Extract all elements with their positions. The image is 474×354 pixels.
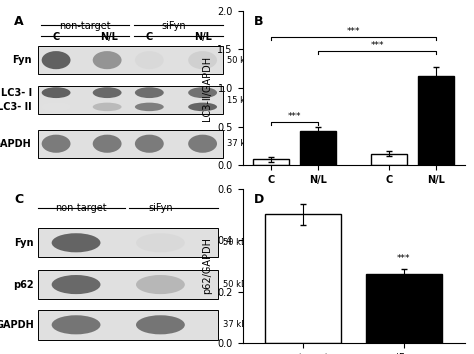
Text: LC3- I: LC3- I xyxy=(0,88,32,98)
Text: ***: *** xyxy=(347,27,360,36)
Text: 50 kDa: 50 kDa xyxy=(223,238,252,247)
Text: 37 kDa: 37 kDa xyxy=(223,320,253,329)
Y-axis label: p62/GAPDH: p62/GAPDH xyxy=(202,238,212,295)
Ellipse shape xyxy=(188,103,217,111)
Ellipse shape xyxy=(52,233,100,252)
Text: N/L: N/L xyxy=(100,32,118,42)
Text: ***: *** xyxy=(397,254,411,263)
Text: p62: p62 xyxy=(13,280,34,290)
Text: N/L: N/L xyxy=(194,32,211,42)
Ellipse shape xyxy=(136,315,185,335)
Ellipse shape xyxy=(188,51,217,69)
Ellipse shape xyxy=(188,87,217,98)
Text: Fyn: Fyn xyxy=(14,238,34,248)
Bar xyxy=(371,154,407,165)
Ellipse shape xyxy=(52,275,100,294)
Ellipse shape xyxy=(93,51,121,69)
Ellipse shape xyxy=(136,275,185,294)
Ellipse shape xyxy=(42,51,71,69)
Text: D: D xyxy=(254,193,264,206)
Text: GAPDH: GAPDH xyxy=(0,320,34,330)
Ellipse shape xyxy=(52,315,100,335)
Text: C: C xyxy=(14,193,23,206)
Bar xyxy=(419,76,454,165)
Bar xyxy=(253,159,289,165)
Ellipse shape xyxy=(42,103,71,111)
Y-axis label: LC3-Ⅱ/GAPDH: LC3-Ⅱ/GAPDH xyxy=(202,56,212,121)
Text: siFyn: siFyn xyxy=(400,226,425,236)
Text: 50 kDa: 50 kDa xyxy=(227,56,256,65)
Text: B: B xyxy=(254,15,263,28)
Ellipse shape xyxy=(42,135,71,153)
Text: LC3- II: LC3- II xyxy=(0,102,32,112)
Ellipse shape xyxy=(135,87,164,98)
Ellipse shape xyxy=(135,51,164,69)
Ellipse shape xyxy=(135,103,164,111)
Text: A: A xyxy=(14,15,24,28)
Text: 37 kDa: 37 kDa xyxy=(227,139,257,148)
Ellipse shape xyxy=(93,87,121,98)
Text: GAPDH: GAPDH xyxy=(0,139,32,149)
Ellipse shape xyxy=(136,233,185,252)
Text: non-target: non-target xyxy=(55,202,106,212)
Ellipse shape xyxy=(93,135,121,153)
Text: C: C xyxy=(146,32,153,42)
Text: 15 kDa: 15 kDa xyxy=(227,96,256,105)
Text: Fyn: Fyn xyxy=(12,55,32,65)
Text: non-target: non-target xyxy=(59,22,111,32)
Ellipse shape xyxy=(42,87,71,98)
Text: 50 kDa: 50 kDa xyxy=(223,280,252,289)
Text: ***: *** xyxy=(288,112,301,121)
Text: ***: *** xyxy=(370,41,384,50)
Text: siFyn: siFyn xyxy=(148,202,173,212)
Ellipse shape xyxy=(135,135,164,153)
Text: siFyn: siFyn xyxy=(162,22,186,32)
Bar xyxy=(366,274,442,343)
Ellipse shape xyxy=(188,135,217,153)
Bar xyxy=(301,131,336,165)
Ellipse shape xyxy=(93,103,121,111)
Text: C: C xyxy=(53,32,60,42)
Bar xyxy=(265,215,341,343)
Text: non-target: non-target xyxy=(269,226,320,236)
